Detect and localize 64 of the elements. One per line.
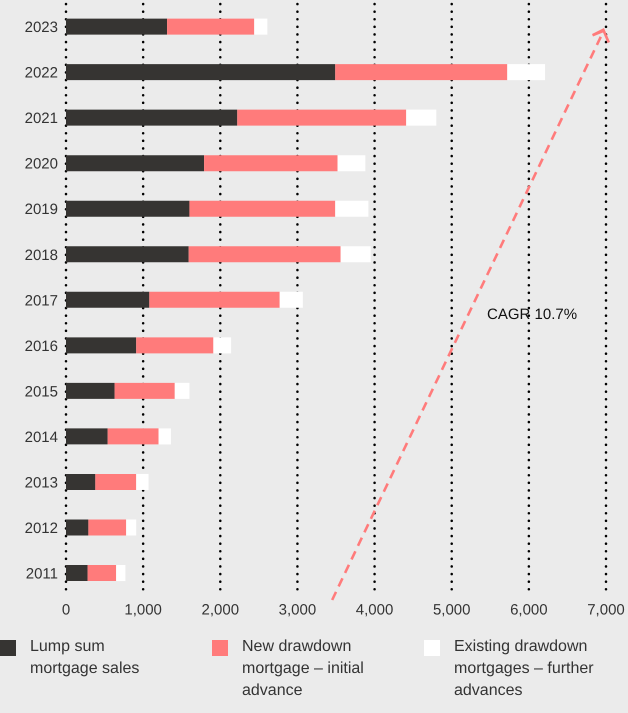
x-tick-label: 6,000: [510, 602, 548, 619]
bar: [213, 337, 232, 354]
bar: [66, 155, 204, 172]
y-tick-label: 2021: [24, 110, 58, 128]
y-tick-label: 2011: [26, 566, 58, 583]
bar: [66, 246, 189, 262]
y-tick-label: 2023: [24, 19, 58, 36]
y-tick-label: 2013: [24, 474, 58, 492]
bar: [280, 292, 303, 308]
bar: [66, 292, 150, 308]
bar: [108, 428, 159, 444]
annotation: CAGR 10.7%: [487, 306, 578, 323]
bar: [66, 428, 108, 444]
x-tick-label: 7,000: [587, 602, 625, 619]
bar: [149, 292, 280, 308]
x-tick-label: 4,000: [356, 602, 394, 619]
bar: [66, 474, 96, 490]
bar: [237, 110, 406, 126]
legend-label: Lump sum mortgage sales: [30, 637, 140, 679]
legend-label: New drawdown mortgage – initial advance: [242, 637, 365, 701]
bar: [204, 155, 338, 172]
bar: [66, 18, 168, 35]
y-tick-label: 2015: [24, 383, 58, 400]
bar: [95, 474, 136, 490]
bar: [136, 474, 149, 490]
bar: [66, 110, 238, 126]
y-tick-label: 2020: [24, 156, 58, 173]
bar: [66, 519, 88, 536]
bar: [136, 337, 214, 354]
bar: [174, 382, 190, 399]
bar: [188, 246, 341, 262]
y-tick-label: 2012: [24, 520, 58, 538]
y-tick-label: 2018: [24, 246, 58, 264]
x-tick-label: 5,000: [432, 602, 470, 619]
y-tick-label: 2022: [24, 64, 58, 82]
bar: [88, 565, 116, 582]
y-tick-label: 2019: [24, 201, 58, 218]
bar: [338, 155, 366, 172]
bar: [335, 64, 508, 80]
bar: [507, 64, 546, 80]
bar: [114, 382, 175, 399]
y-tick-label: 2014: [24, 428, 58, 446]
x-tick-label: 2,000: [202, 602, 240, 619]
bar: [88, 519, 126, 536]
bar: [189, 200, 336, 217]
x-tick-label: 0: [62, 602, 70, 619]
bar: [66, 565, 88, 582]
bar: [116, 565, 126, 582]
bar: [254, 18, 268, 35]
bar: [126, 519, 136, 536]
bar: [158, 428, 171, 444]
x-tick-label: 1,000: [124, 602, 162, 619]
bar: [340, 246, 371, 262]
bar: [167, 18, 254, 35]
bar: [66, 200, 190, 217]
bar: [66, 382, 115, 399]
bar: [335, 200, 368, 217]
bar: [406, 110, 436, 126]
legend-label: Existing drawdown mortgages – further advances: [454, 637, 594, 701]
y-tick-label: 2017: [24, 292, 58, 310]
bar: [66, 64, 336, 80]
y-tick-label: 2016: [24, 338, 58, 355]
x-tick-label: 3,000: [278, 602, 316, 619]
bar: [66, 337, 136, 354]
